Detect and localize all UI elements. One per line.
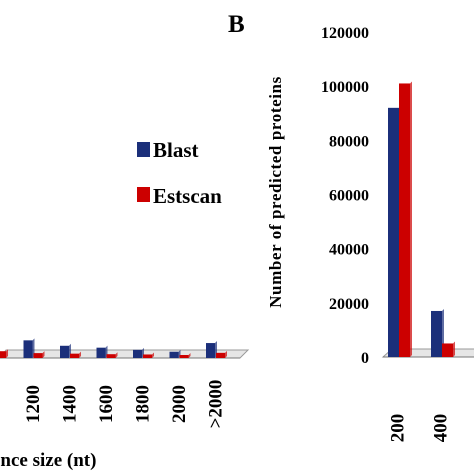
left-bar-estscan-1 (33, 353, 43, 358)
right-bar-estscan-400 (442, 343, 453, 357)
right-x-tick-label: 400 (431, 414, 452, 443)
legend-label-blast: Blast (153, 138, 199, 162)
left-bar-side-estscan-1 (42, 351, 45, 358)
left-bar-side-estscan-6 (225, 350, 227, 358)
right-bar-side-estscan-200 (410, 81, 412, 357)
right-y-tick-label: 60000 (329, 188, 369, 205)
left-x-tick-label: 1600 (96, 385, 117, 423)
right-chart-panel: Number of predicted proteins 0 20000 40000… (266, 25, 474, 442)
legend-swatch-estscan (137, 187, 150, 202)
right-bar-blast-400 (431, 310, 442, 357)
left-bar-blast-6 (206, 343, 215, 358)
right-y-tick-label: 100000 (321, 79, 369, 96)
left-x-tick-label: 1200 (23, 385, 44, 423)
legend-swatch-blast (137, 142, 150, 157)
left-bar-blast-4 (133, 349, 142, 358)
left-bar-estscan-6 (216, 352, 225, 358)
left-x-tick-label: 2000 (169, 385, 190, 423)
right-chart-bars (388, 81, 455, 357)
left-bar-estscan-2 (70, 353, 79, 358)
left-x-tick-label: >2000 (206, 380, 227, 429)
right-chart-y-axis-label: Number of predicted proteins (266, 76, 285, 308)
right-bar-blast-200 (388, 107, 399, 357)
left-bar-side-estscan-4 (152, 352, 154, 358)
panel-label-b: B (228, 11, 245, 38)
legend-label-estscan: Estscan (153, 184, 222, 208)
legend: Blast Estscan (137, 138, 222, 208)
right-y-tick-label: 40000 (329, 242, 369, 259)
left-bar-estscan-0 (0, 351, 6, 358)
left-bar-side-estscan-3 (115, 352, 118, 358)
left-x-tick-label: 1800 (133, 385, 154, 423)
left-bar-side-estscan-0 (6, 349, 8, 358)
left-chart-x-tick-labels: 1200 1400 1600 1800 2000 >2000 (23, 380, 227, 429)
left-bar-side-blast-1 (32, 338, 35, 358)
left-chart-x-axis-label: ence size (nt) (0, 450, 96, 471)
left-bar-side-estscan-2 (79, 351, 81, 358)
left-bar-estscan-5 (179, 355, 189, 358)
left-bar-estscan-3 (106, 354, 116, 358)
right-chart-x-tick-labels: 200400600 (388, 414, 474, 443)
right-x-tick-label: 200 (388, 414, 409, 443)
left-bar-side-estscan-5 (188, 353, 191, 358)
right-y-tick-label: 80000 (329, 133, 369, 150)
left-bar-estscan-4 (143, 354, 152, 358)
left-x-tick-label: 1400 (60, 385, 81, 423)
left-bar-blast-2 (60, 345, 69, 358)
right-y-tick-label: 20000 (329, 296, 369, 313)
left-bar-blast-3 (96, 347, 106, 358)
right-bar-side-estscan-400 (453, 341, 455, 357)
right-y-tick-label: 0 (361, 350, 369, 367)
right-y-tick-label: 120000 (321, 25, 369, 42)
left-chart-bars (0, 338, 227, 358)
left-bar-blast-1 (23, 340, 33, 358)
left-bar-blast-5 (169, 351, 179, 358)
right-bar-estscan-200 (399, 83, 410, 357)
right-chart-y-tick-labels: 0 20000 40000 60000 80000 100000 120000 (321, 25, 369, 367)
left-chart-panel: 1200 1400 1600 1800 2000 >2000 ence size (nt) (0, 338, 250, 471)
